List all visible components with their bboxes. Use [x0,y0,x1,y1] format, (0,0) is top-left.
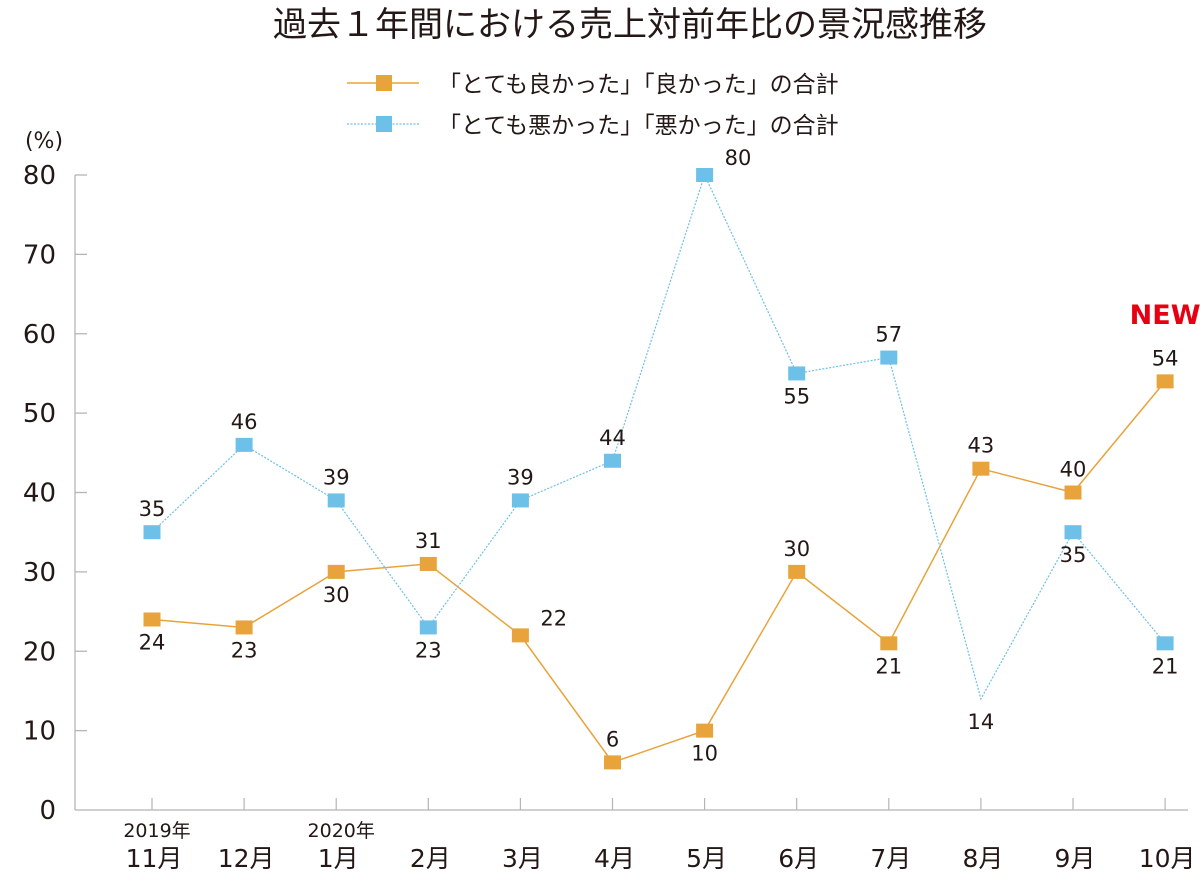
data-point-marker [1156,374,1174,389]
data-point-marker [327,493,345,508]
data-point-marker [604,755,621,770]
x-tick-label: 7月 [870,844,911,873]
data-point-marker [696,723,714,738]
y-tick-label: 40 [23,479,56,509]
y-tick-label: 10 [23,717,56,747]
legend: 「とても良かった」「良かった」の合計 「とても悪かった」「悪かった」の合計 [347,72,839,139]
data-point-marker [788,366,806,381]
series-layer [143,168,1174,770]
data-label: 14 [968,710,995,734]
data-label: 21 [1152,654,1179,678]
data-label: 39 [507,465,534,489]
data-point-marker [696,168,714,182]
y-tick-label: 60 [23,320,56,350]
y-tick-label: 70 [23,240,56,270]
data-point-marker [1064,525,1082,540]
data-label: 80 [725,146,752,170]
legend-item-good: 「とても良かった」「良かった」の合計 [347,72,839,98]
data-point-marker [327,564,345,579]
series-line-0 [151,380,1166,764]
legend-marker-bad [376,116,392,132]
x-tick-label: 3月 [502,844,543,873]
data-label: 23 [231,638,258,662]
data-label: 35 [139,497,166,521]
data-point-marker [880,350,898,365]
data-point-marker [419,620,437,635]
data-point-marker [1064,485,1082,500]
data-label: 30 [783,537,810,561]
x-tick-label: 10月 [1139,844,1196,873]
data-point-marker [143,612,161,627]
data-label: 40 [1060,458,1087,482]
legend-label-good: 「とても良かった」「良かった」の合計 [438,72,839,98]
x-tick-label: 9月 [1055,844,1096,873]
data-point-marker [1156,636,1174,651]
data-label: 44 [599,426,626,450]
new-annotation: NEW [1130,300,1200,331]
data-label: 21 [875,654,902,678]
data-label: 22 [540,606,567,630]
data-label: 39 [323,465,350,489]
x-tick-label: 12月 [218,844,275,873]
chart-title: 過去１年間における売上対前年比の景況感推移 [273,5,987,45]
data-point-marker [880,636,898,651]
data-point-marker [235,620,253,635]
data-label: 10 [691,742,718,766]
data-label: 57 [875,323,902,347]
x-tick-label: 5月 [686,844,727,873]
x-year-label: 2020年 [308,820,375,842]
data-point-marker [972,461,990,476]
x-tick-label: 1月 [318,844,359,873]
data-labels-layer: 24 23 30 31 22 6 10 30 21 43 40 54 35 46 39 23 39 44 80 55 5… [139,146,1200,766]
data-label: 31 [415,529,442,553]
y-tick-label: 50 [23,399,56,429]
data-label: 24 [139,631,166,655]
y-tick-label: 20 [23,637,56,667]
data-point-marker [511,493,529,508]
data-label: 43 [968,434,995,458]
data-label: 46 [231,410,258,434]
data-label: 35 [1060,543,1087,567]
series-line-1 [151,173,1166,701]
x-tick-label: 4月 [594,844,635,873]
data-point-marker [788,564,806,579]
legend-marker-good [376,75,392,91]
data-label: 6 [606,727,619,751]
data-label: 30 [323,583,350,607]
data-label: 55 [783,384,810,408]
x-year-label: 2019年 [123,820,190,842]
x-tick-label: 8月 [962,844,1003,873]
data-label: 23 [415,638,442,662]
data-point-marker [143,525,161,540]
y-tick-label: 30 [23,558,56,588]
axes: 0 10 20 30 40 50 60 70 80 11月 12月 1月 2月 3月 4月 5月 6月 7月 8月 9… [23,161,1196,873]
y-tick-label: 0 [39,796,56,826]
data-label: 54 [1152,346,1179,370]
data-point-marker [419,556,437,571]
data-point-marker [235,437,253,452]
x-tick-label: 11月 [126,844,183,873]
legend-item-bad: 「とても悪かった」「悪かった」の合計 [347,113,839,139]
x-tick-label: 2月 [410,844,451,873]
y-tick-label: 80 [23,161,56,191]
data-point-marker [604,453,621,468]
legend-label-bad: 「とても悪かった」「悪かった」の合計 [438,113,839,139]
data-point-marker [511,628,529,643]
y-axis-unit-label: (%) [25,129,63,154]
x-tick-label: 6月 [778,844,819,873]
